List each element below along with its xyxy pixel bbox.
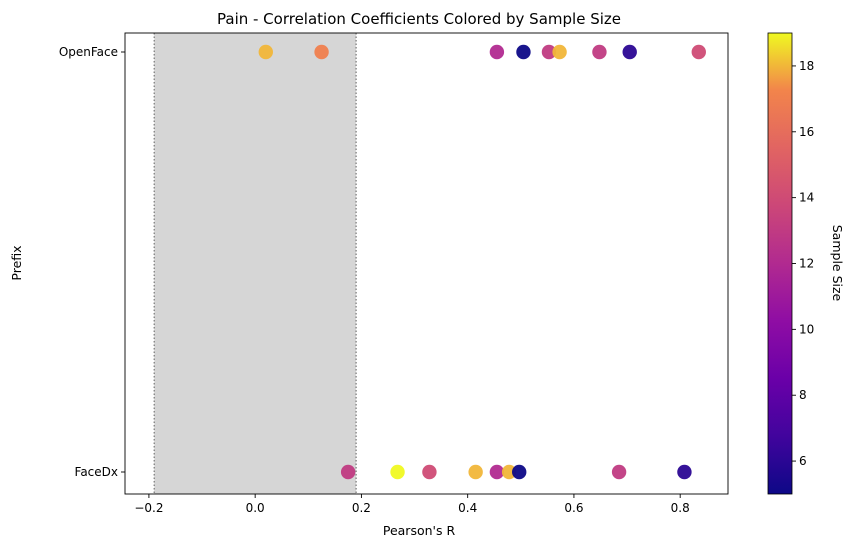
colorbar-tick-label-3: 12: [799, 257, 814, 271]
x-tick-label-1: 0.0: [246, 501, 265, 515]
plot-area: −0.2 0.0 0.2 0.4 0.6 0.8 OpenFace FaceDx: [59, 32, 729, 515]
x-tick-label-4: 0.6: [564, 501, 583, 515]
data-point-facedx-8: [677, 464, 692, 480]
data-point-openface-6: [592, 44, 607, 60]
data-point-openface-8: [691, 44, 706, 60]
x-tick-label-3: 0.4: [458, 501, 477, 515]
shaded-region: [154, 33, 357, 494]
x-tick-label-5: 0.8: [671, 501, 690, 515]
data-point-facedx-5: [501, 464, 517, 480]
data-point-openface-5: [552, 44, 567, 60]
colorbar-tick-label-6: 18: [799, 59, 814, 73]
data-point-openface-0: [258, 44, 273, 60]
colorbar-tick-label-4: 14: [799, 191, 814, 205]
colorbar-gradient: [767, 32, 793, 495]
y-tick-label-facedx: FaceDx: [75, 465, 118, 479]
data-point-facedx-3: [468, 464, 483, 480]
data-point-facedx-7: [611, 464, 627, 480]
colorbar: 6 8 10 12 14 16 18 Sample Size: [767, 32, 845, 495]
data-point-facedx-0: [340, 464, 356, 480]
data-point-openface-4: [541, 44, 557, 60]
y-axis-label: Prefix: [9, 245, 24, 280]
x-tick-label-2: 0.2: [352, 501, 371, 515]
data-point-openface-3: [516, 44, 531, 60]
colorbar-tick-label-1: 8: [799, 388, 807, 402]
colorbar-label: Sample Size: [830, 225, 845, 302]
data-point-openface-7: [622, 44, 637, 60]
data-point-facedx-1: [390, 464, 405, 480]
data-point-facedx-6: [512, 464, 527, 480]
y-tick-label-openface: OpenFace: [59, 45, 118, 59]
colorbar-ticks: 6 8 10 12 14 16 18: [792, 59, 814, 468]
colorbar-tick-label-5: 16: [799, 125, 814, 139]
chart-title: Pain - Correlation Coefficients Colored …: [217, 10, 621, 28]
data-point-facedx-4: [489, 464, 505, 480]
x-tick-label-0: −0.2: [134, 501, 163, 515]
colorbar-tick-label-0: 6: [799, 454, 807, 468]
data-point-facedx-2: [422, 464, 437, 480]
data-point-openface-1: [314, 44, 329, 60]
x-axis-label: Pearson's R: [383, 523, 456, 538]
colorbar-tick-label-2: 10: [799, 322, 814, 336]
plot-frame: [124, 32, 729, 495]
data-point-openface-2: [489, 44, 505, 60]
